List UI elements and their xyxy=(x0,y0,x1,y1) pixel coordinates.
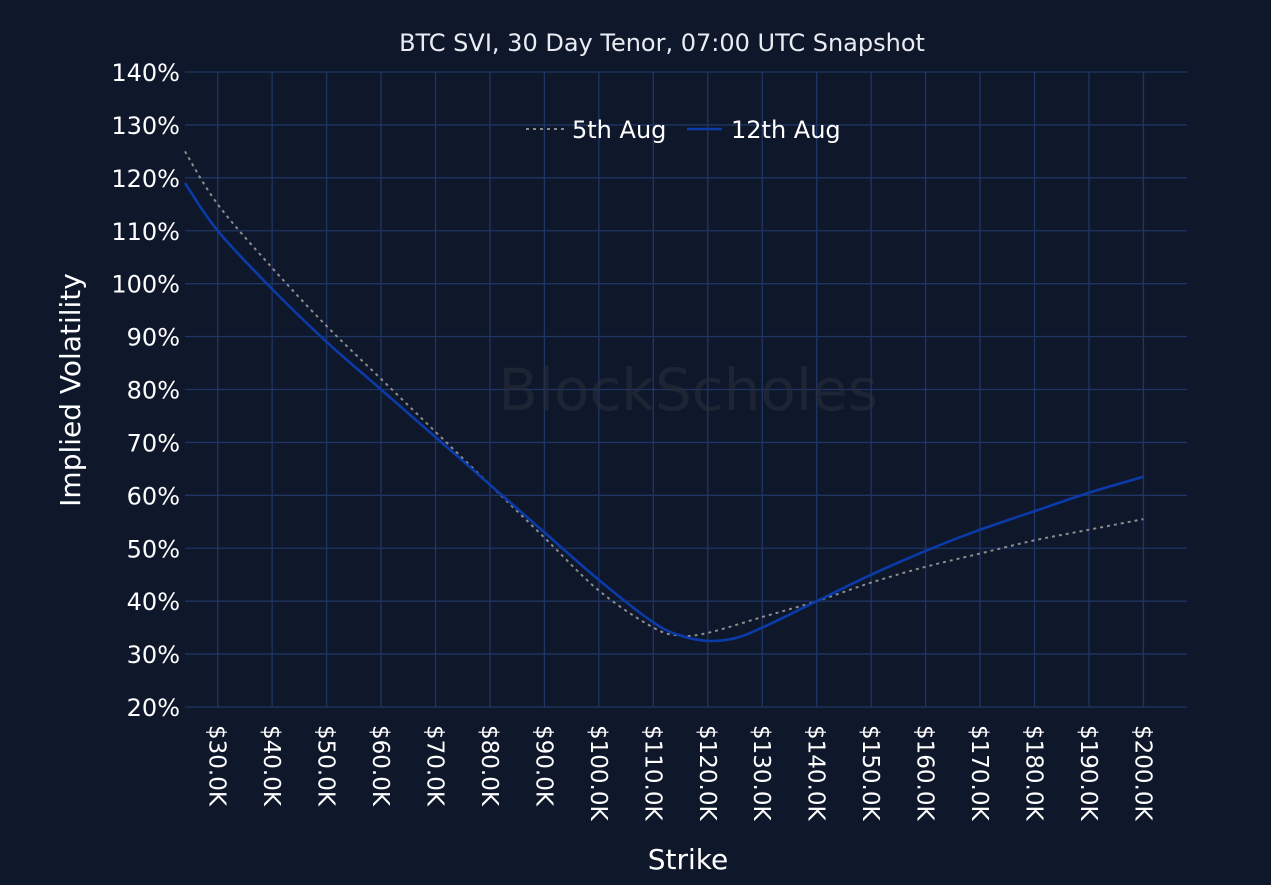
y-tick-label: 130% xyxy=(111,112,180,140)
y-tick-label: 90% xyxy=(127,324,180,352)
x-tick-label: $150.0K xyxy=(857,725,883,821)
watermark: BlockScholes xyxy=(498,356,878,424)
y-tick-label: 60% xyxy=(127,482,180,510)
series-line-12th-aug xyxy=(183,182,1144,643)
x-tick-label: $60.0K xyxy=(367,725,393,807)
x-tick-label: $170.0K xyxy=(966,725,992,821)
x-tick-label: $190.0K xyxy=(1075,725,1101,821)
x-tick-label: $50.0K xyxy=(313,725,339,807)
x-tick-label: $110.0K xyxy=(639,725,665,821)
x-tick-label: $90.0K xyxy=(530,725,556,807)
x-tick-label: $100.0K xyxy=(585,725,611,821)
y-tick-label: 140% xyxy=(111,59,180,87)
series-line-5th-aug xyxy=(184,150,1144,637)
series-lines xyxy=(183,150,1144,643)
y-tick-label: 70% xyxy=(127,429,180,457)
x-tick-label: $200.0K xyxy=(1129,725,1155,821)
y-tick-label: 40% xyxy=(127,588,180,616)
y-tick-label: 30% xyxy=(127,641,180,669)
y-tick-label: 50% xyxy=(127,535,180,563)
y-tick-label: 100% xyxy=(111,271,180,299)
x-tick-label: $70.0K xyxy=(422,725,448,807)
x-tick-label: $160.0K xyxy=(912,725,938,821)
x-axis-ticks: $30.0K $40.0K $50.0K $60.0K $70.0K $80.0K $90.… xyxy=(204,725,1156,821)
chart-title: BTC SVI, 30 Day Tenor, 07:00 UTC Snapsho… xyxy=(399,29,925,57)
x-tick-label: $140.0K xyxy=(803,725,829,821)
legend: 5th Aug 12th Aug xyxy=(526,116,841,144)
x-tick-label: $40.0K xyxy=(258,725,284,807)
x-tick-label: $80.0K xyxy=(476,725,502,807)
y-axis-ticks: 20% 30% 40% 50% 60% 70% 80% 90% 100% 110% 120% 130%… xyxy=(111,59,180,722)
x-axis-label: Strike xyxy=(648,843,729,876)
y-tick-label: 120% xyxy=(111,165,180,193)
legend-label: 12th Aug xyxy=(731,116,841,144)
x-tick-label: $120.0K xyxy=(694,725,720,821)
x-tick-label: $30.0K xyxy=(204,725,230,807)
y-tick-label: 20% xyxy=(127,694,180,722)
x-tick-label: $180.0K xyxy=(1021,725,1047,821)
y-tick-label: 110% xyxy=(111,218,180,246)
y-tick-label: 80% xyxy=(127,377,180,405)
x-tick-label: $130.0K xyxy=(748,725,774,821)
y-axis-label: Implied Volatility xyxy=(54,273,87,507)
legend-label: 5th Aug xyxy=(572,116,666,144)
grid xyxy=(185,71,1187,708)
